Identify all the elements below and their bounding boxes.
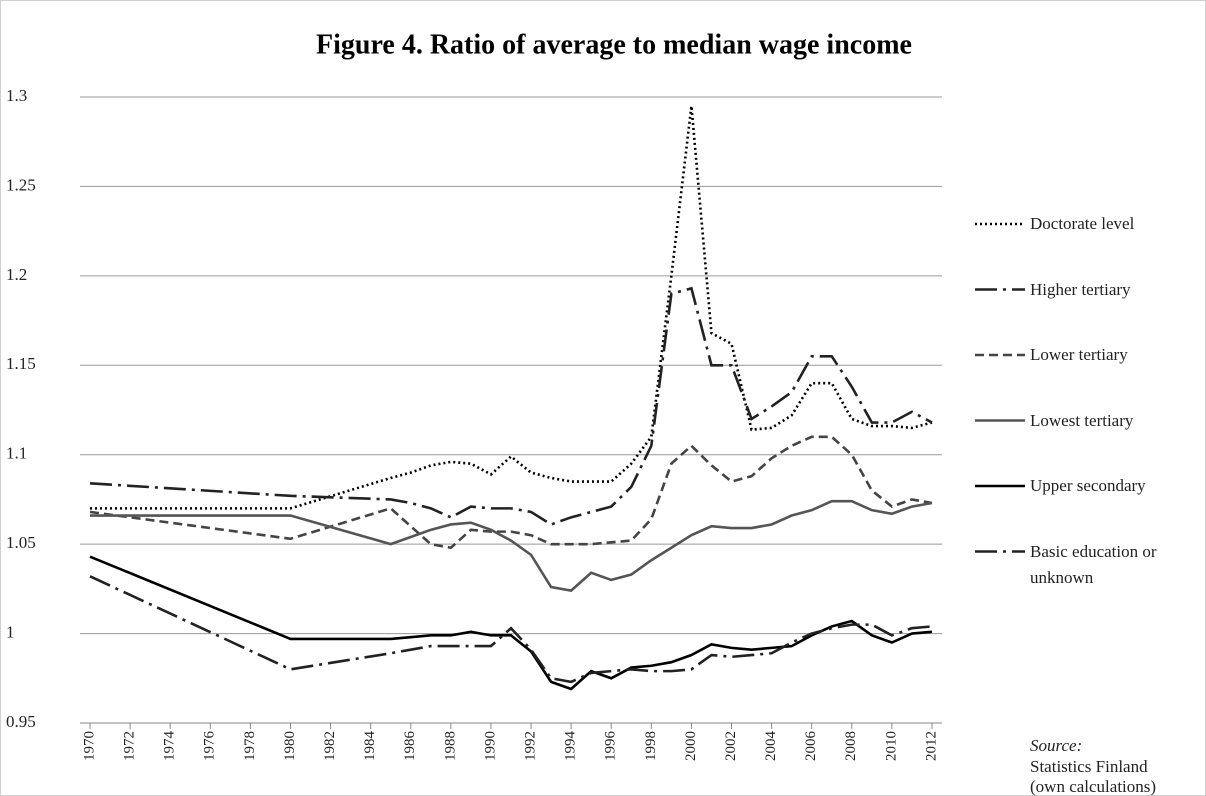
legend-label: Lower tertiary [1030, 345, 1128, 364]
x-tick-label: 1998 [643, 731, 659, 761]
x-tick-label: 1988 [442, 731, 458, 761]
x-tick-label: 1978 [242, 731, 258, 761]
x-tick-label: 1984 [362, 731, 378, 762]
x-tick-label: 1976 [202, 731, 218, 762]
series-line [89, 555, 933, 691]
series-line [89, 435, 933, 550]
y-tick-label: 1 [6, 622, 15, 641]
x-tick-label: 1986 [402, 731, 418, 762]
series-line [89, 286, 933, 526]
x-tick-label: 1982 [322, 731, 338, 761]
x-tick-label: 1994 [563, 731, 579, 762]
x-tick-label: 2004 [763, 731, 779, 762]
y-tick-label: 1.1 [6, 444, 27, 463]
x-tick-label: 2008 [843, 731, 859, 761]
x-tick-label: 2012 [923, 731, 939, 761]
x-tick-label: 1992 [522, 731, 538, 761]
y-tick-label: 1.3 [6, 86, 27, 105]
chart-title: Figure 4. Ratio of average to median wag… [316, 29, 912, 60]
x-tick-label: 1990 [482, 731, 498, 761]
source-label: Source: [1030, 736, 1083, 755]
x-tick-label: 1970 [81, 731, 97, 761]
x-tick-label: 1972 [122, 731, 138, 761]
legend-label: Higher tertiary [1030, 279, 1131, 299]
legend-label: Doctorate level [1030, 214, 1135, 233]
x-tick-label: 1980 [282, 731, 298, 761]
legend-label: Lowest tertiary [1030, 410, 1134, 430]
x-tick-label: 1974 [162, 731, 178, 762]
source-text: Statistics Finland [1030, 757, 1148, 776]
x-tick-label: 2002 [723, 731, 739, 761]
y-tick-label: 0.95 [6, 712, 36, 731]
x-tick-label: 2006 [803, 731, 819, 762]
x-tick-label: 2010 [883, 731, 899, 761]
legend-label: Upper secondary [1030, 476, 1146, 495]
y-tick-label: 1.15 [6, 354, 36, 373]
x-tick-label: 2000 [683, 731, 699, 761]
x-tick-label: 1996 [603, 731, 619, 762]
y-tick-label: 1.2 [6, 265, 27, 284]
series-line [89, 575, 933, 684]
y-tick-label: 1.05 [6, 533, 36, 552]
legend-label: Basic education or unknown [1030, 541, 1157, 587]
source-text: (own calculations) [1030, 777, 1157, 796]
y-tick-label: 1.25 [6, 175, 36, 194]
series-line [90, 105, 933, 510]
series-line [90, 499, 933, 593]
